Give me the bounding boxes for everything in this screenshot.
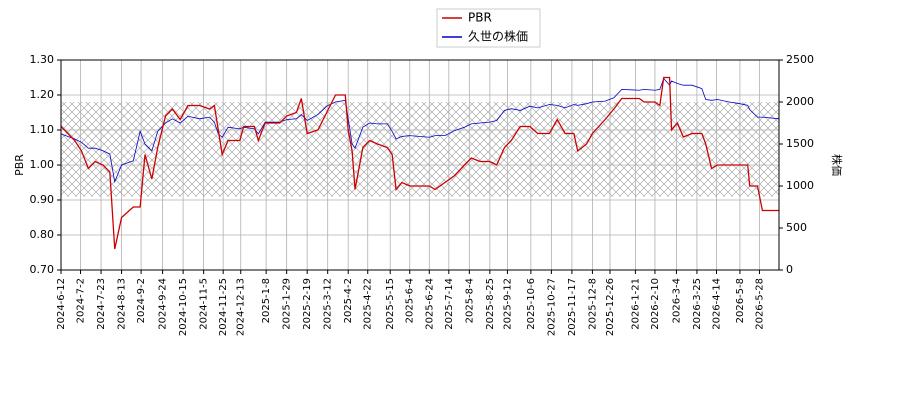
x-tick-label: 2024-7-2 xyxy=(76,278,87,323)
x-tick-label: 2026-5-28 xyxy=(754,278,765,330)
x-tick-label: 2026-4-14 xyxy=(711,278,722,330)
y-tick-label: 1.30 xyxy=(30,53,55,66)
x-tick-label: 2024-9-24 xyxy=(158,278,169,330)
legend-label: PBR xyxy=(468,11,492,25)
x-tick-label: 2026-3-25 xyxy=(692,278,703,330)
x-tick-label: 2025-9-12 xyxy=(502,278,513,330)
x-tick-label: 2025-6-4 xyxy=(405,278,416,323)
legend: PBR 久世の株価 xyxy=(436,8,541,48)
x-tick-label: 2026-2-10 xyxy=(650,278,661,330)
x-tick-label: 2024-8-13 xyxy=(117,278,128,330)
x-tick-label: 2024-11-5 xyxy=(199,278,210,330)
grid xyxy=(60,59,779,271)
x-tick-label: 2025-7-14 xyxy=(444,278,455,330)
x-tick-label: 2024-11-25 xyxy=(218,278,229,336)
y2-tick-label: 2500 xyxy=(786,53,814,66)
x-tick-label: 2025-6-24 xyxy=(424,278,435,330)
x-tick-label: 2026-5-8 xyxy=(735,278,746,323)
x-tick-label: 2025-12-8 xyxy=(587,278,598,330)
x-tick-label: 2025-2-19 xyxy=(302,278,313,330)
x-tick-label: 2024-10-15 xyxy=(178,278,189,336)
legend-label: 久世の株価 xyxy=(468,29,528,44)
y-tick-label: 0.80 xyxy=(30,228,55,241)
x-tick-label: 2025-4-22 xyxy=(363,278,374,330)
x-tick-label: 2025-12-26 xyxy=(605,278,616,336)
x-tick-label: 2025-8-4 xyxy=(464,278,475,323)
y-axis-label: PBR xyxy=(13,154,26,176)
legend-box xyxy=(436,8,541,48)
plot-data xyxy=(60,76,780,250)
y-tick-label: 1.20 xyxy=(30,88,55,101)
y2-axis-label: 株価 xyxy=(830,154,844,176)
x-tick-label: 2026-1-21 xyxy=(630,278,641,330)
x-tick-label: 2024-7-23 xyxy=(96,278,107,330)
x-tick-label: 2026-3-4 xyxy=(671,278,682,323)
series-line xyxy=(60,77,780,184)
x-tick-label: 2025-8-25 xyxy=(485,278,496,330)
x-tick-label: 2025-3-12 xyxy=(323,278,334,330)
y2-tick-label: 500 xyxy=(786,221,807,234)
y-tick-label: 0.70 xyxy=(30,263,55,276)
y-tick-label: 1.00 xyxy=(30,158,55,171)
x-tick-label: 2024-9-2 xyxy=(136,278,147,323)
x-tick-label: 2025-4-2 xyxy=(343,278,354,323)
y2-tick-label: 0 xyxy=(786,263,793,276)
x-tick-label: 2024-12-13 xyxy=(236,278,247,336)
x-tick-label: 2025-10-6 xyxy=(526,278,537,330)
x-tick-label: 2024-6-12 xyxy=(56,278,67,330)
x-tick-label: 2025-11-17 xyxy=(567,278,578,336)
y2-tick-label: 2000 xyxy=(786,95,814,108)
x-tick-label: 2025-10-27 xyxy=(546,278,557,336)
x-tick-label: 2025-1-29 xyxy=(282,278,293,330)
series-line xyxy=(60,76,779,250)
y2-tick-label: 1000 xyxy=(786,179,814,192)
y-tick-label: 0.90 xyxy=(30,193,55,206)
x-tick-label: 2025-1-8 xyxy=(261,278,272,323)
y2-tick-label: 1500 xyxy=(786,137,814,150)
x-tick-label: 2025-5-15 xyxy=(385,278,396,330)
y-tick-label: 1.10 xyxy=(30,123,55,136)
